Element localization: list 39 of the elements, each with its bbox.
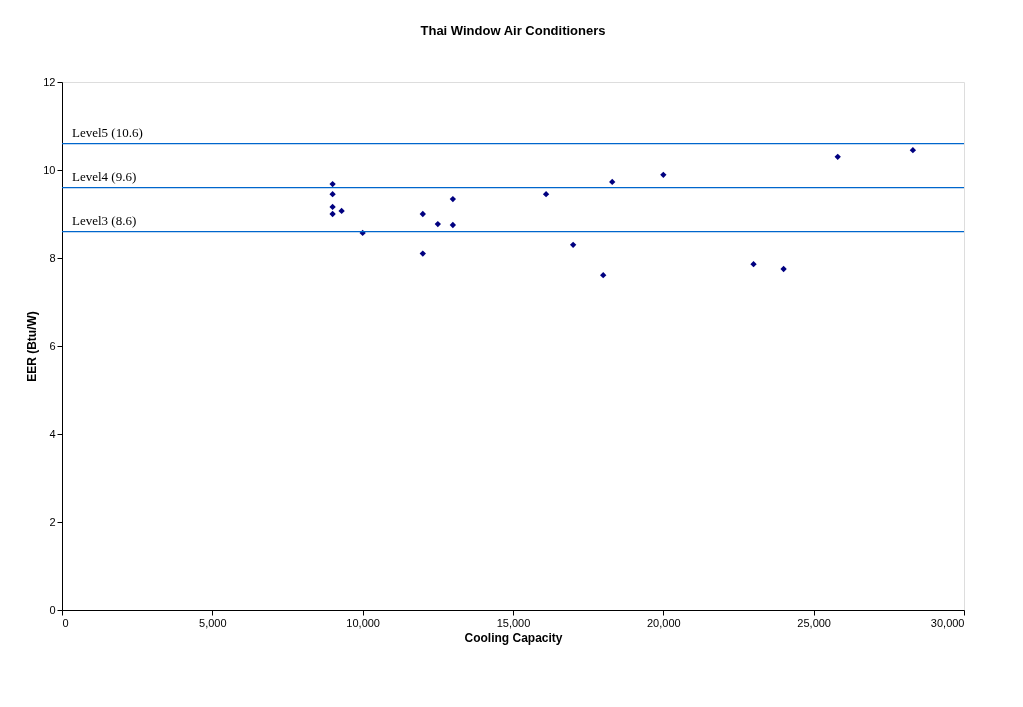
point (449, 195, 457, 203)
y-tick-label: 10 (43, 163, 56, 176)
chart-title: Thai Window Air Conditioners (420, 23, 606, 38)
x-axis-title: Cooling Capacity (464, 630, 563, 645)
point (434, 220, 441, 228)
y-tick-label: 0 (49, 603, 56, 616)
x-tick-label: 10,000 (346, 616, 380, 629)
point (338, 207, 345, 215)
x-tick-label: 25,000 (797, 616, 831, 629)
y-axis-title: EER (Btu/W) (25, 311, 40, 382)
point (750, 261, 757, 268)
y-tick-label: 4 (49, 427, 56, 440)
point (609, 178, 616, 186)
ref-line-label: Level4 (9.6) (72, 168, 137, 184)
x-tick-label: 0 (62, 616, 69, 629)
point (329, 180, 336, 188)
point (569, 241, 577, 248)
x-tick-label: 20,000 (647, 616, 681, 629)
point (909, 147, 917, 154)
y-tick-label: 12 (43, 75, 56, 88)
point (329, 210, 336, 218)
point (542, 191, 550, 198)
point (329, 191, 336, 198)
point (780, 265, 787, 273)
y-tick-label: 2 (49, 515, 56, 528)
x-tick-label: 5,000 (199, 616, 227, 629)
y-tick-label: 8 (49, 251, 56, 264)
point (660, 171, 667, 178)
point (600, 272, 607, 279)
ref-line-label: Level3 (8.6) (72, 212, 137, 228)
ref-line-label: Level5 (10.6) (72, 124, 143, 140)
point (449, 221, 457, 229)
x-tick-label: 15,000 (496, 616, 531, 629)
point (419, 210, 426, 218)
y-tick-label: 6 (49, 339, 56, 352)
point (834, 153, 841, 160)
point (329, 203, 336, 211)
x-tick-label: 30,000 (930, 616, 965, 629)
point (419, 250, 426, 257)
